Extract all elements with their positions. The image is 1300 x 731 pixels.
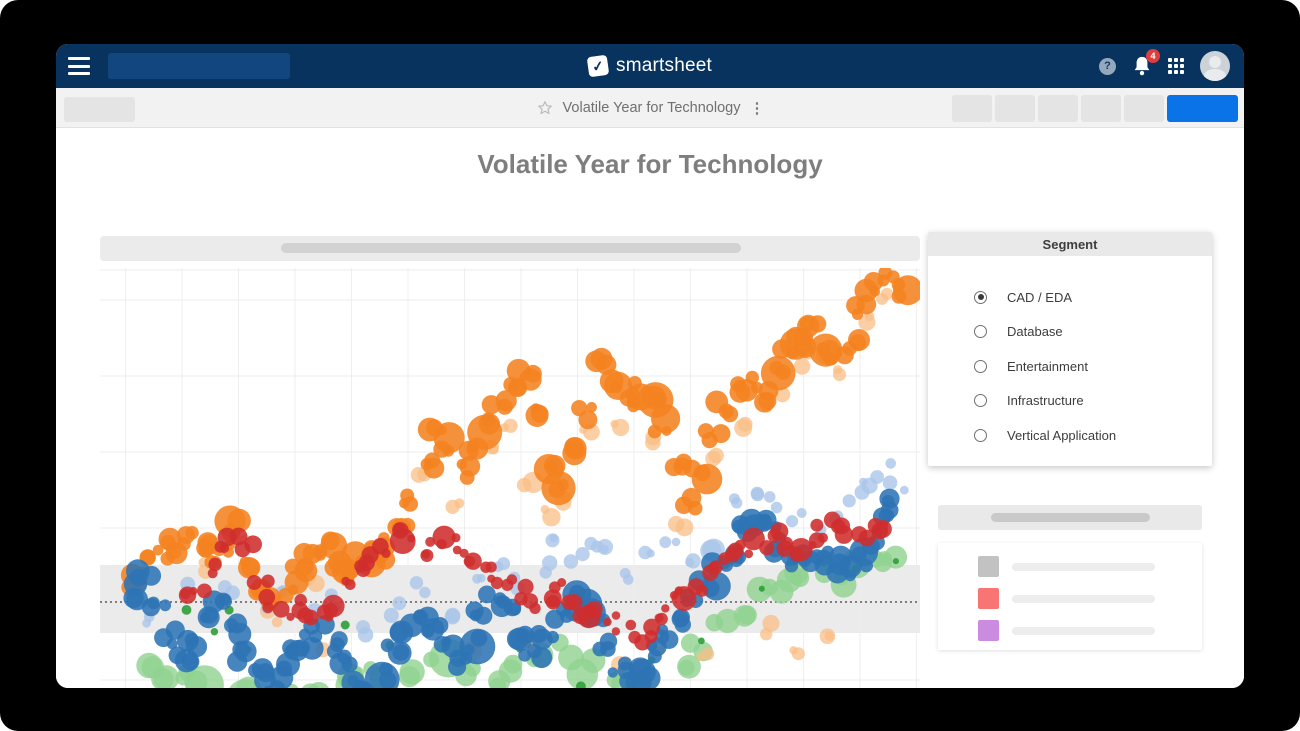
legend-swatch-red	[978, 588, 999, 609]
segment-radio-list: CAD / EDA Database Entertainment Infrast…	[928, 280, 1212, 453]
avatar-head	[1209, 56, 1221, 68]
legend-swatch-gray	[978, 556, 999, 577]
avatar-body	[1204, 69, 1226, 81]
dashboard-content: Volatile Year for Technology Segment CAD…	[56, 128, 1244, 688]
toolbar-left-placeholder[interactable]	[64, 97, 135, 122]
hamburger-menu-icon[interactable]	[68, 57, 90, 75]
notifications-button[interactable]: 4	[1132, 49, 1160, 77]
chart-title-placeholder	[281, 243, 741, 253]
legend-row-1	[978, 556, 1155, 577]
toolbar-title-group: Volatile Year for Technology ⋮	[56, 88, 1244, 128]
smartsheet-logo-text: smartsheet	[616, 55, 712, 76]
chart-widget-header-skeleton	[100, 236, 920, 261]
radio-icon	[974, 428, 987, 442]
help-icon[interactable]: ?	[1099, 57, 1116, 75]
legend-widget-header-skeleton	[938, 505, 1202, 530]
segment-panel-title: Segment	[928, 232, 1212, 256]
radio-icon	[974, 290, 987, 304]
search-input[interactable]	[108, 53, 290, 79]
notification-badge: 4	[1146, 49, 1160, 63]
radio-option-entertainment[interactable]: Entertainment	[928, 349, 1212, 384]
legend-label-placeholder	[1012, 594, 1155, 603]
top-navbar: ✓ smartsheet ? 4	[56, 44, 1244, 88]
radio-option-database[interactable]: Database	[928, 315, 1212, 350]
toolbar-button-placeholder-2[interactable]	[995, 95, 1035, 122]
legend-row-2	[978, 588, 1155, 609]
navbar-actions: ? 4	[1099, 44, 1230, 88]
app-launcher-icon[interactable]	[1168, 58, 1184, 74]
user-avatar[interactable]	[1200, 51, 1230, 81]
page-title: Volatile Year for Technology	[477, 149, 823, 179]
radio-option-infrastructure[interactable]: Infrastructure	[928, 384, 1212, 419]
radio-icon	[974, 394, 987, 408]
radio-icon	[974, 325, 987, 339]
toolbar-button-placeholder-4[interactable]	[1081, 95, 1121, 122]
legend-row-3	[978, 620, 1155, 641]
toolbar-button-placeholder-5[interactable]	[1124, 95, 1164, 122]
legend-card	[938, 543, 1202, 650]
scatter-chart	[100, 268, 920, 688]
sheet-title: Volatile Year for Technology	[562, 100, 741, 116]
legend-swatch-purple	[978, 620, 999, 641]
smartsheet-check-icon: ✓	[586, 54, 610, 78]
sheet-toolbar: Volatile Year for Technology ⋮	[56, 88, 1244, 128]
toolbar-button-placeholder-1[interactable]	[952, 95, 992, 122]
radio-icon	[974, 359, 987, 373]
legend-title-placeholder	[991, 513, 1150, 522]
app-window: ✓ smartsheet ? 4	[56, 44, 1244, 688]
segment-filter-panel: Segment CAD / EDA Database Entertainment	[928, 232, 1212, 466]
radio-option-cad-eda[interactable]: CAD / EDA	[928, 280, 1212, 315]
toolbar-button-placeholder-3[interactable]	[1038, 95, 1078, 122]
favorite-star-icon[interactable]	[536, 99, 554, 117]
legend-label-placeholder	[1012, 626, 1155, 635]
bell-icon	[1134, 56, 1150, 76]
legend-label-placeholder	[1012, 562, 1155, 571]
primary-action-button[interactable]	[1167, 95, 1238, 122]
radio-option-vertical-application[interactable]: Vertical Application	[928, 418, 1212, 453]
kebab-menu-icon[interactable]: ⋮	[749, 99, 765, 117]
toolbar-actions	[952, 95, 1238, 122]
